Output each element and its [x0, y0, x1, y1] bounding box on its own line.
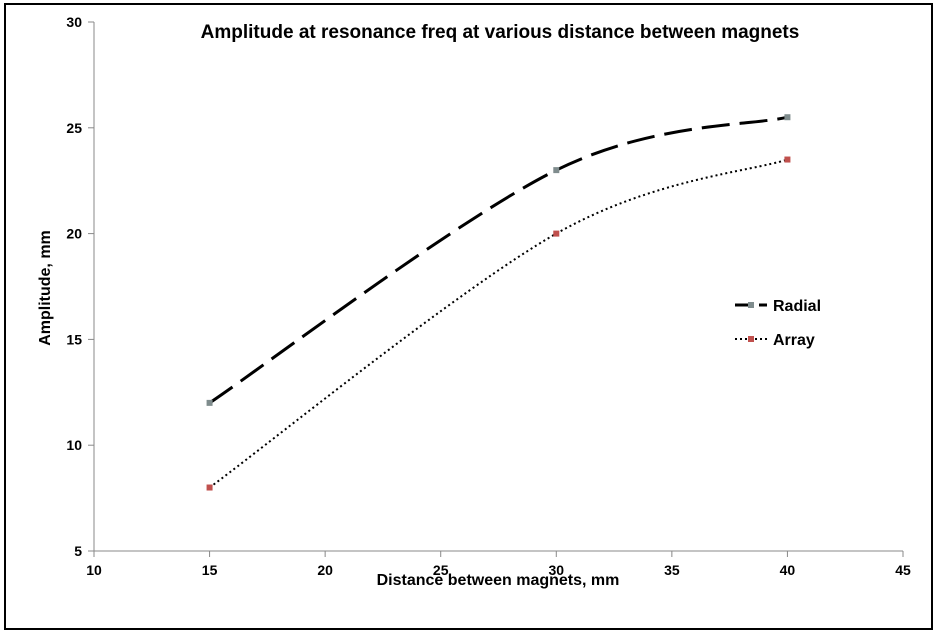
series-line	[208, 115, 788, 405]
series-layer	[206, 114, 791, 491]
data-point	[206, 399, 213, 406]
data-point	[553, 230, 560, 237]
x-axis-title: Distance between magnets, mm	[377, 572, 620, 589]
legend-marker	[748, 302, 754, 308]
x-tick-label: 15	[202, 562, 218, 578]
y-tick-label: 30	[66, 14, 82, 30]
x-tick-label: 35	[664, 562, 680, 578]
x-tick-label: 10	[86, 562, 102, 578]
legend: Radial Array	[735, 298, 821, 349]
chart-title: Amplitude at resonance freq at various d…	[201, 22, 800, 43]
legend-label: Array	[773, 332, 815, 349]
x-tick-label: 30	[548, 562, 564, 578]
series-radial	[206, 114, 791, 406]
x-tick-label: 45	[895, 562, 911, 578]
legend-marker	[748, 336, 754, 342]
series-line	[208, 158, 788, 489]
x-tick-label: 40	[780, 562, 796, 578]
y-tick-label: 5	[74, 543, 82, 559]
chart-frame	[4, 3, 933, 630]
y-tick-label: 10	[66, 437, 82, 453]
data-point	[784, 114, 791, 121]
y-axis-title: Amplitude, mm	[37, 230, 54, 346]
y-tick-label: 25	[66, 120, 82, 136]
legend-item-radial: Radial	[735, 298, 821, 315]
legend-label: Radial	[773, 298, 821, 315]
data-point	[206, 484, 213, 491]
x-tick-label: 25	[433, 562, 449, 578]
legend-item-array: Array	[735, 332, 815, 349]
y-tick-label: 20	[66, 226, 82, 242]
data-point	[784, 156, 791, 163]
y-tick-label: 15	[66, 331, 82, 347]
series-array	[206, 156, 791, 491]
data-point	[553, 167, 560, 174]
x-tick-label: 20	[317, 562, 333, 578]
